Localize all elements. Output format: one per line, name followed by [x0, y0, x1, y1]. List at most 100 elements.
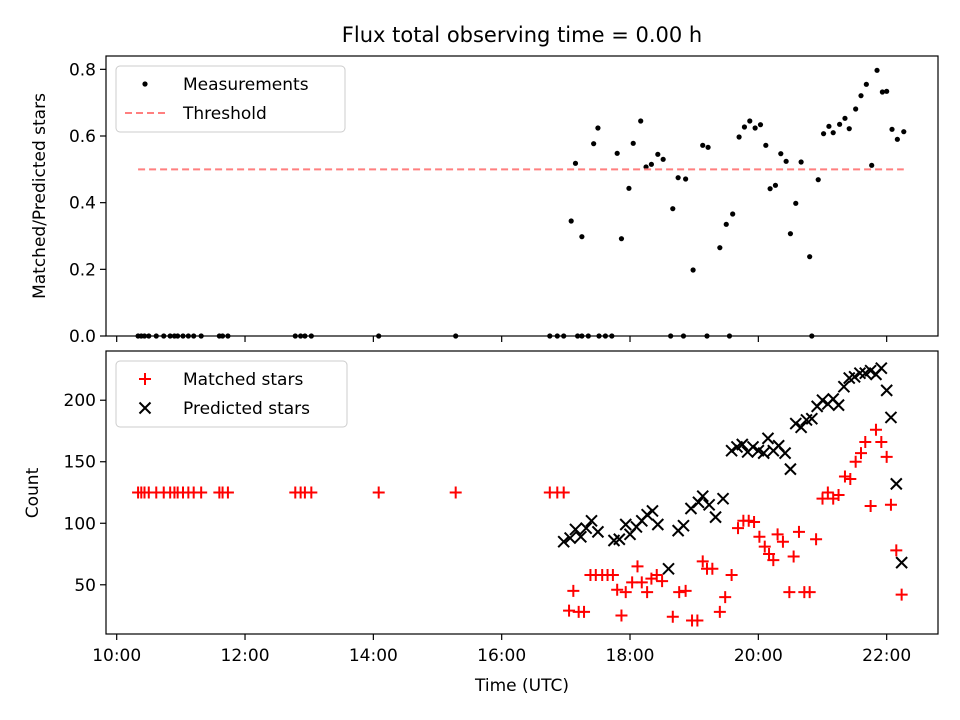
- chart-title: Flux total observing time = 0.00 h: [342, 23, 702, 47]
- bottom-y-ticks: 50 100 150 200: [64, 391, 106, 596]
- predicted-stars-point: [832, 398, 845, 412]
- bottom-plot-marks: [132, 362, 908, 627]
- measurement-point: [626, 185, 632, 191]
- measurement-point: [705, 144, 711, 150]
- measurement-point: [884, 88, 890, 94]
- measurement-point: [763, 142, 769, 148]
- predicted-stars-point: [692, 496, 705, 509]
- measurement-point: [683, 176, 689, 182]
- measurement-point: [643, 164, 649, 170]
- matched-stars-point: [816, 492, 829, 505]
- predicted-stars-point: [884, 411, 898, 424]
- matched-stars-point: [195, 486, 208, 499]
- top-axes-frame: [105, 55, 939, 337]
- matched-stars-point: [449, 486, 462, 499]
- measurement-point: [830, 130, 836, 136]
- matched-stars-point: [679, 584, 692, 597]
- matched-stars-point: [783, 586, 796, 599]
- measurement-point: [757, 122, 764, 128]
- predicted-stars-point: [569, 523, 582, 536]
- matched-stars-point: [557, 486, 570, 499]
- measurement-point: [798, 159, 804, 165]
- predicted-stars-point: [895, 556, 908, 569]
- legend-predicted-label: Predicted stars: [183, 399, 310, 419]
- bottom-x-ticks: 10:00 12:00 14:00 16:00 18:00 20:00 22:00: [92, 634, 911, 666]
- matched-stars-point: [696, 555, 709, 568]
- predicted-stars-point: [563, 531, 577, 545]
- legend-matched-label: Matched stars: [183, 370, 303, 390]
- measurement-point: [783, 158, 789, 164]
- top-x-ticks: [116, 336, 888, 342]
- measurement-point: [807, 254, 813, 260]
- predicted-stars-point: [816, 394, 829, 407]
- top-panel: 0.00.20.40.60.8 Matched/Predicted stars …: [30, 55, 939, 347]
- matched-stars-point: [748, 516, 761, 529]
- y-tick-label: 0.2: [69, 260, 96, 280]
- matched-stars-point: [725, 568, 738, 581]
- predicted-stars-point: [757, 446, 770, 460]
- bottom-legend: Matched stars Predicted stars: [115, 360, 348, 428]
- predicted-stars-point: [709, 510, 722, 524]
- measurement-point: [793, 200, 799, 206]
- y-tick-label: 0.6: [69, 127, 96, 147]
- matched-stars-point: [666, 610, 679, 623]
- measurement-point: [568, 218, 574, 224]
- matched-stars-point: [619, 586, 632, 599]
- matched-stars-point: [650, 568, 663, 581]
- matched-stars-point: [832, 488, 845, 501]
- matched-stars-point: [869, 423, 882, 436]
- matched-stars-point: [810, 533, 823, 546]
- x-tick-label: 14:00: [349, 646, 398, 666]
- matched-stars-point: [641, 586, 654, 599]
- matched-stars-point: [758, 540, 771, 553]
- legend-measurements-marker: [142, 81, 148, 87]
- matched-stars-point: [849, 455, 862, 468]
- y-tick-label: 100: [64, 514, 96, 534]
- matched-stars-point: [855, 447, 868, 460]
- y-tick-label: 50: [74, 576, 96, 596]
- matched-stars-point: [567, 584, 580, 597]
- measurement-point: [591, 141, 597, 147]
- predicted-stars-point: [613, 533, 626, 546]
- legend-matched-marker: [139, 373, 151, 385]
- predicted-stars-point: [778, 446, 792, 460]
- measurement-point: [853, 106, 859, 112]
- legend-threshold-label: Threshold: [182, 104, 267, 124]
- predicted-stars-point: [837, 380, 851, 393]
- measurement-point: [723, 221, 729, 227]
- x-axis-label: Time (UTC): [474, 676, 569, 696]
- matched-stars-point: [635, 576, 648, 589]
- measurement-point: [690, 267, 696, 273]
- matched-stars-point: [221, 486, 234, 499]
- matched-stars-point: [864, 500, 877, 513]
- predicted-stars-point: [557, 535, 570, 548]
- predicted-stars-point: [853, 366, 867, 380]
- measurement-point: [778, 151, 784, 157]
- matched-stars-point: [771, 528, 784, 541]
- matched-stars-point: [732, 522, 745, 535]
- predicted-stars-point: [789, 417, 802, 430]
- predicted-stars-point: [746, 440, 760, 454]
- bottom-y-axis-label: Count: [23, 467, 43, 518]
- y-tick-label: 0.8: [69, 60, 96, 80]
- measurement-point: [767, 186, 773, 192]
- matched-stars-point: [838, 470, 851, 483]
- measurement-point: [842, 115, 848, 121]
- predicted-stars-point: [591, 525, 605, 539]
- predicted-stars-point: [585, 514, 598, 528]
- matched-stars-point: [713, 605, 726, 618]
- matched-stars-point: [767, 554, 780, 567]
- matched-stars-point: [706, 562, 719, 575]
- matched-stars-point: [763, 548, 776, 561]
- measurement-point: [736, 134, 742, 140]
- matched-stars-point: [844, 472, 857, 485]
- measurement-point: [846, 126, 852, 132]
- matched-stars-point: [578, 605, 591, 618]
- measurement-point: [752, 125, 758, 131]
- measurement-point: [894, 136, 900, 142]
- matched-stars-point: [631, 560, 644, 573]
- matched-stars-point: [875, 436, 888, 449]
- measurement-point: [579, 234, 585, 240]
- measurement-point: [670, 206, 676, 212]
